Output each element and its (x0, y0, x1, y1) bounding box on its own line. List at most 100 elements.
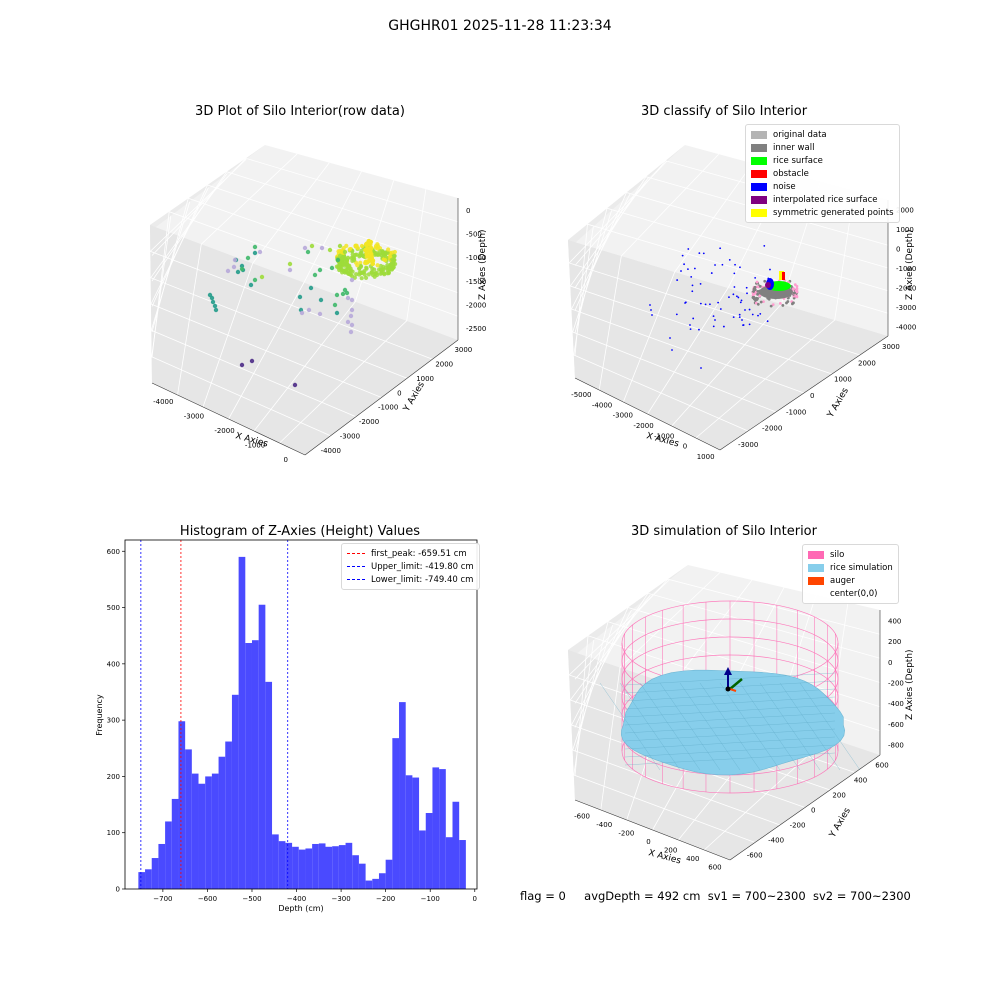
rice-mesh-line (659, 682, 721, 771)
p1-ring-point (391, 258, 396, 263)
p2-noise-point (722, 325, 725, 328)
p1-scatter-point (329, 265, 335, 271)
p1-scatter-point (345, 255, 351, 261)
x-tick-label: −300 (331, 895, 350, 903)
p4-xtick: 0 (646, 838, 650, 846)
p2-axis-line (719, 335, 889, 451)
p4-xtick: -600 (574, 812, 590, 820)
p1-grid-z (151, 157, 459, 256)
p2-wall-point (795, 290, 799, 294)
p1-ring-point (347, 265, 352, 270)
p2-noise-point (738, 316, 741, 318)
p1-ring-point (375, 242, 380, 247)
p1-scatter-point (305, 249, 311, 255)
rice-mesh-line (639, 682, 701, 771)
p2-xtick: 1000 (697, 453, 715, 461)
p2-grid-x (598, 153, 720, 391)
p1-scatter-point (319, 245, 325, 251)
p1-scatter-point (252, 277, 258, 283)
p2-legend-entry: inner wall (751, 141, 894, 154)
p2-noise-point (691, 290, 694, 293)
legend-swatch (751, 208, 767, 217)
p2-wall-point (753, 285, 757, 289)
p2-floor (568, 240, 888, 450)
rice-mesh-line (759, 682, 821, 771)
p2-xtick: -5000 (571, 391, 591, 399)
p1-scatter-point (340, 291, 346, 297)
p1-grid-z (151, 171, 459, 282)
p2-noise-point (681, 254, 684, 257)
x-tick-label: −200 (376, 895, 395, 903)
histogram-bar (178, 721, 186, 889)
p2-wall-point (793, 291, 796, 295)
p2-wall-point (758, 285, 762, 288)
p2-legend-entry: rice surface (751, 154, 894, 167)
p2-wall-point (752, 290, 756, 293)
p1-ring-point (355, 263, 360, 268)
p1-scatter-point (306, 307, 312, 313)
p1-ytick: -1000 (378, 404, 398, 412)
legend-line-sample (347, 553, 365, 554)
p4-ztick: -600 (888, 721, 904, 729)
p1-ring-edge-point (368, 239, 374, 245)
p2-noise-point (737, 296, 740, 299)
p1-ring-point (378, 263, 383, 269)
p2-ytick: -2000 (762, 425, 782, 433)
histogram-bar (365, 880, 373, 889)
p2-noise-point (759, 312, 762, 315)
p1-scatter-point (207, 292, 213, 298)
x-tick-label: −100 (421, 895, 440, 903)
p1-scatter-point (299, 310, 305, 316)
legend-label: rice surface (773, 155, 823, 166)
histogram-bar (452, 801, 460, 889)
p1-ring-point (375, 263, 380, 268)
histogram-bar (292, 846, 299, 889)
histogram-bar (158, 843, 166, 889)
p2-noise-point (689, 328, 692, 331)
p2-noise-point (734, 263, 736, 266)
p2-noise-point (702, 252, 705, 255)
p1-scatter-point (318, 297, 324, 303)
histogram-bar (372, 878, 379, 889)
p1-scatter-point (231, 264, 237, 270)
x-tick-label: −600 (198, 895, 217, 903)
p2-noise-point (698, 328, 700, 331)
p2-noise-point (699, 282, 702, 285)
p1-scatter-point (344, 290, 350, 296)
p2-wall-point (759, 300, 763, 304)
p1-scatter-point (225, 268, 231, 274)
p1-ring-point (340, 256, 346, 261)
legend-label: noise (773, 181, 796, 192)
p2-noise-point (717, 301, 720, 304)
p1-zlabel: Z Axies (Depth) (478, 229, 488, 300)
p2-axis-line (574, 377, 721, 451)
p1-ring-point (378, 271, 383, 276)
p4-ztick: -800 (888, 742, 904, 750)
p2-wall-point (785, 301, 788, 305)
histogram-bar (305, 848, 313, 889)
p1-axis-line (304, 339, 459, 456)
y-tick-label: 400 (107, 660, 120, 668)
auger-y-axis (729, 678, 743, 690)
histogram-bar (265, 681, 273, 889)
histogram-bar (278, 841, 286, 889)
p2-noise-point (687, 248, 690, 250)
histogram-bar (419, 830, 426, 889)
p1-ring-point (388, 262, 393, 267)
p2-ytick: 2000 (858, 359, 876, 367)
panel1-title: 3D Plot of Silo Interior(row data) (195, 104, 405, 119)
p2-noise-point (745, 286, 748, 289)
p2-interpolated-surface (765, 282, 771, 288)
p4-ztick: -400 (888, 700, 904, 708)
p2-noise-point (746, 292, 748, 295)
p2-noise-point (721, 263, 724, 266)
histogram-bar (318, 843, 326, 889)
legend-label: Upper_limit: -419.80 cm (371, 561, 474, 572)
p3-legend-entry: first_peak: -659.51 cm (347, 547, 474, 560)
p2-noise-point (728, 258, 731, 261)
p2-noise-point (700, 367, 702, 369)
p1-ring-point (357, 254, 362, 259)
p2-legend-entry: interpolated rice surface (751, 193, 894, 206)
p1-ring-point (341, 261, 346, 266)
p1-scatter-point (239, 266, 245, 272)
